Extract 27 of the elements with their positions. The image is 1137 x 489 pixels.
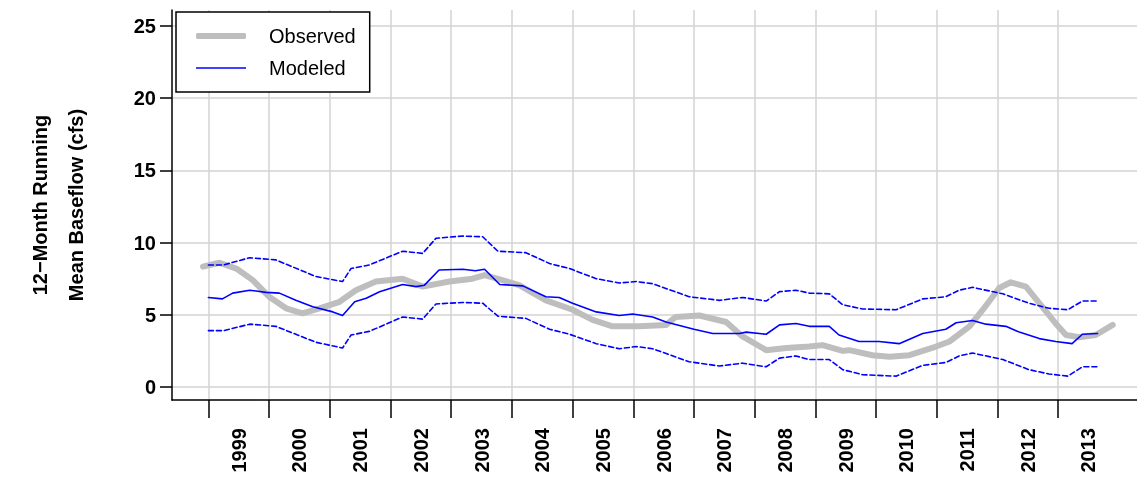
x-tick-label: 2004 [531,427,554,473]
x-tick-label: 2003 [470,428,493,473]
x-tick-label: 2010 [895,428,918,473]
y-tick-label: 0 [144,376,156,398]
line-series [207,235,1099,311]
y-tick-label: 5 [144,303,156,326]
x-tick-label: 2006 [652,428,675,473]
x-tick-label: 1999 [227,428,250,473]
legend-label: Modeled [269,57,346,79]
y-tick-label: 15 [133,159,156,182]
x-tick-label: 2011 [956,428,979,472]
y-tick-label: 25 [133,14,156,37]
line-series [207,301,1099,377]
x-tick-label: 2013 [1077,428,1100,473]
x-tick-label: 2008 [773,428,796,473]
x-tick-label: 2001 [349,428,372,473]
line-series [207,268,1099,345]
x-tick-label: 2009 [834,428,857,473]
y-tick-label: 10 [133,231,156,254]
y-tick-label: 20 [133,87,156,110]
legend-label: Observed [269,25,356,47]
x-tick-label: 2000 [288,428,311,473]
x-tick-label: 2002 [409,428,432,473]
x-tick-label: 2005 [591,428,614,473]
x-tick-label: 2012 [1016,428,1039,473]
y-axis-title: 12−Month Running Mean Baseflow (cfs) [29,108,87,302]
x-tick-label: 2007 [713,428,736,473]
